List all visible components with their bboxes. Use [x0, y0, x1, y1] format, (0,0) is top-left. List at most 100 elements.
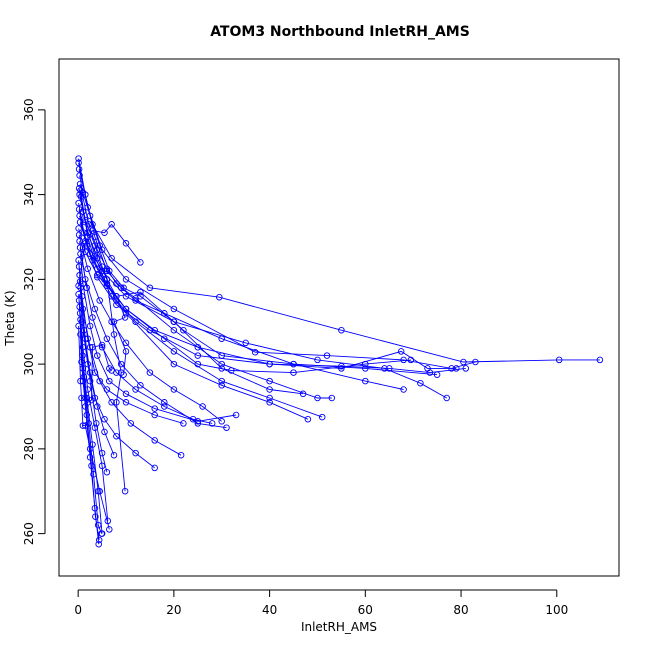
- data-point: [146, 284, 154, 292]
- data-point: [86, 445, 94, 453]
- data-point: [290, 360, 297, 368]
- data-point: [122, 390, 130, 398]
- data-point: [407, 356, 415, 364]
- y-axis: 260 280 300 320 340 360: [22, 98, 46, 545]
- data-point: [78, 394, 85, 402]
- data-point: [555, 356, 563, 364]
- data-point: [362, 365, 369, 372]
- data-point: [91, 242, 99, 249]
- data-point: [76, 191, 83, 198]
- data-point: [76, 218, 84, 226]
- data-point: [75, 155, 82, 162]
- data-point: [101, 428, 108, 436]
- x-tick-label: 100: [545, 603, 568, 617]
- data-point: [82, 216, 89, 224]
- data-point: [94, 271, 101, 279]
- data-point: [117, 360, 125, 368]
- y-axis-label: Theta (K): [3, 290, 17, 346]
- data-point: [101, 229, 108, 236]
- data-point: [79, 343, 87, 351]
- data-point: [76, 271, 83, 279]
- data-point: [218, 360, 225, 368]
- data-point: [318, 413, 326, 421]
- data-point: [121, 487, 129, 495]
- data-point: [91, 233, 99, 241]
- data-point: [75, 297, 83, 304]
- data-point: [170, 305, 178, 313]
- data-point: [433, 371, 441, 378]
- data-point: [151, 326, 158, 334]
- data-point: [91, 305, 99, 313]
- data-point: [78, 358, 85, 366]
- series-line-14: [79, 247, 213, 424]
- data-point: [103, 280, 111, 287]
- x-tick-label: 40: [262, 603, 277, 617]
- data-point: [95, 536, 103, 544]
- data-point: [146, 326, 154, 334]
- data-point: [75, 322, 82, 330]
- data-point: [170, 386, 178, 393]
- data-point: [362, 360, 369, 368]
- data-point: [251, 348, 259, 356]
- x-tick-label: 20: [166, 603, 181, 617]
- data-point: [232, 411, 240, 419]
- data-point: [170, 318, 178, 325]
- series-line-25: [80, 319, 103, 534]
- series-line-19: [79, 281, 115, 456]
- data-point: [79, 352, 86, 359]
- data-point: [86, 212, 94, 220]
- data-point: [96, 297, 103, 304]
- data-point: [208, 420, 216, 427]
- data-point: [108, 221, 115, 228]
- data-point: [122, 339, 130, 347]
- series-line-2: [78, 169, 600, 363]
- data-point: [194, 420, 202, 427]
- data-point: [88, 396, 95, 404]
- data-point: [151, 464, 158, 472]
- data-point: [448, 365, 455, 372]
- data-point: [151, 405, 158, 412]
- data-point: [132, 297, 139, 304]
- x-tick-label: 80: [453, 603, 468, 617]
- data-point: [113, 293, 120, 300]
- data-point: [132, 295, 139, 302]
- data-point: [462, 365, 470, 372]
- data-point: [76, 244, 84, 251]
- data-point: [110, 451, 118, 459]
- data-point: [75, 263, 83, 270]
- data-point: [161, 335, 168, 342]
- data-point: [103, 335, 111, 342]
- data-point: [84, 204, 91, 211]
- data-point: [194, 352, 202, 359]
- data-point: [108, 318, 115, 325]
- y-tick-label: 340: [22, 183, 36, 206]
- data-point: [79, 377, 87, 385]
- data-point: [151, 411, 158, 419]
- data-point: [83, 411, 91, 419]
- data-point: [83, 284, 91, 292]
- data-point: [426, 369, 434, 376]
- data-point: [194, 360, 202, 368]
- data-point: [110, 318, 118, 325]
- data-point: [170, 360, 178, 368]
- data-point: [94, 254, 101, 262]
- series-line-15: [80, 253, 237, 422]
- data-point: [417, 379, 424, 387]
- series-line-4: [79, 183, 332, 399]
- data-point: [94, 403, 101, 410]
- data-point: [84, 399, 91, 406]
- data-point: [161, 310, 168, 317]
- data-point: [77, 316, 84, 323]
- data-point: [84, 265, 91, 273]
- data-point: [89, 343, 96, 351]
- x-axis: 0 20 40 60 80 100: [74, 589, 568, 617]
- x-tick-label: 0: [74, 603, 82, 617]
- data-point: [323, 352, 331, 359]
- data-point: [113, 280, 120, 287]
- data-point: [218, 352, 225, 359]
- data-point: [77, 331, 84, 338]
- data-point: [76, 180, 84, 188]
- data-point: [122, 310, 130, 317]
- data-point: [92, 513, 99, 520]
- data-point: [89, 221, 96, 228]
